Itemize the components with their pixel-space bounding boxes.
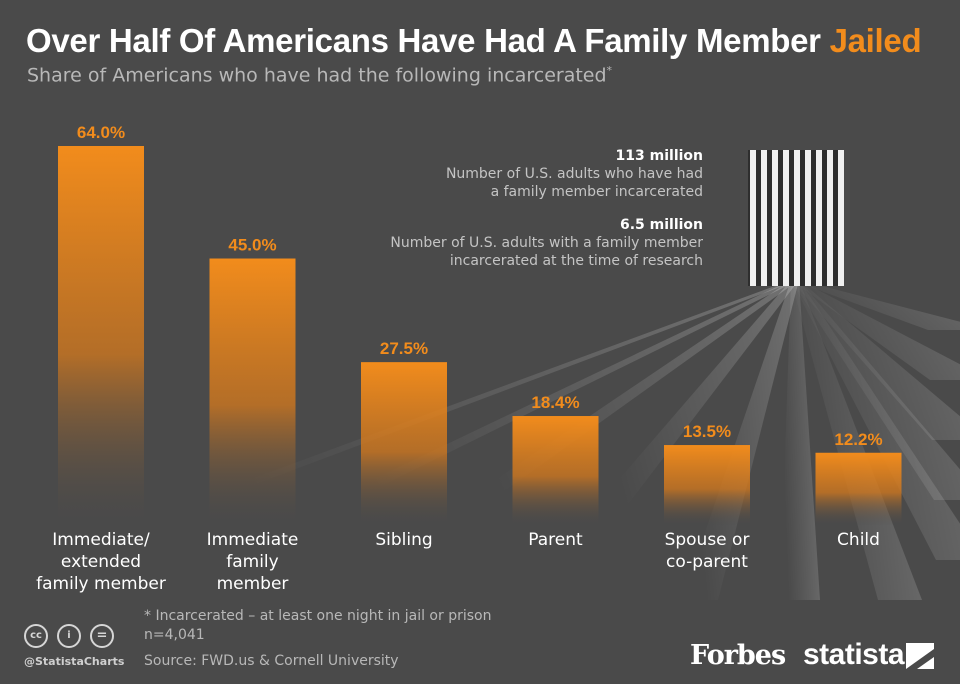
value-label: 45.0% [228, 236, 276, 255]
jail-bar [794, 150, 800, 286]
jail-bar [761, 150, 767, 286]
bar [58, 146, 144, 525]
jail-bars-icon [748, 150, 844, 286]
statista-handle: @StatistaCharts [24, 655, 125, 668]
bar [361, 362, 447, 525]
light-ray [584, 280, 799, 520]
value-label: 13.5% [683, 422, 731, 441]
footnote: * Incarcerated – at least one night in j… [144, 608, 492, 624]
creative-commons-icon: cc [24, 624, 48, 648]
bar [512, 416, 599, 525]
light-ray [140, 280, 799, 520]
jail-bar [783, 150, 789, 286]
callout-current-value: 6.5 million [619, 217, 703, 233]
bar [664, 445, 750, 525]
category-label: Spouse or co-parent [665, 530, 750, 572]
statista-logo: statista [803, 638, 905, 671]
value-label: 18.4% [531, 393, 579, 412]
light-rays [140, 280, 960, 600]
chart-subtitle: Share of Americans who have had the foll… [27, 64, 612, 86]
jail-bar [805, 150, 811, 286]
source: Source: FWD.us & Cornell University [144, 653, 399, 669]
category-label: Sibling [375, 530, 432, 550]
value-label: 27.5% [380, 339, 428, 358]
no-derivatives-icon: = [90, 624, 114, 648]
callout-total: 113 million Number of U.S. adults who ha… [446, 147, 703, 201]
light-ray [791, 280, 960, 380]
callout-total-line2: a family member incarcerated [490, 184, 703, 200]
value-labels-group: 64.0% 45.0% 27.5% 18.4% 13.5% 12.2% [77, 123, 883, 449]
forbes-logo: Forbes [690, 640, 786, 671]
jail-bar [838, 150, 844, 286]
bar [209, 258, 296, 525]
chart-title: Over Half Of Americans Have Had A Family… [26, 22, 922, 60]
jail-bar [750, 150, 756, 286]
category-label: Immediate/extended family member [36, 530, 166, 594]
subtitle-footnote-marker: * [606, 64, 613, 77]
value-label: 64.0% [77, 123, 125, 142]
category-labels-group: Immediate/extended family member Immediate… [36, 530, 880, 594]
bars-group [58, 146, 902, 525]
light-ray [791, 280, 960, 500]
statista-logo-icon [906, 643, 934, 669]
title-text: Over Half Of Americans Have Had A Family… [26, 22, 821, 59]
sample-size: n=4,041 [144, 627, 205, 643]
light-ray [791, 280, 960, 440]
bar [815, 452, 902, 525]
jail-bar [827, 150, 833, 286]
callout-current-line1: Number of U.S. adults with a family memb… [390, 235, 703, 251]
jail-bar [816, 150, 822, 286]
light-ray [791, 280, 960, 560]
attribution-icon: i [57, 624, 81, 648]
callout-current-line2: incarcerated at the time of research [449, 253, 703, 269]
category-label: Immediate family member [207, 530, 299, 594]
jail-bar [772, 150, 778, 286]
category-label: Child [837, 530, 880, 550]
title-accent: Jailed [829, 22, 922, 59]
callout-total-value: 113 million [615, 148, 703, 164]
subtitle-text: Share of Americans who have had the foll… [27, 64, 607, 87]
callout-total-line1: Number of U.S. adults who have had [445, 166, 703, 182]
light-ray [780, 280, 820, 600]
value-label: 12.2% [834, 430, 882, 449]
callout-current: 6.5 million Number of U.S. adults with a… [390, 216, 703, 270]
light-ray [791, 280, 960, 330]
category-label: Parent [528, 530, 583, 550]
